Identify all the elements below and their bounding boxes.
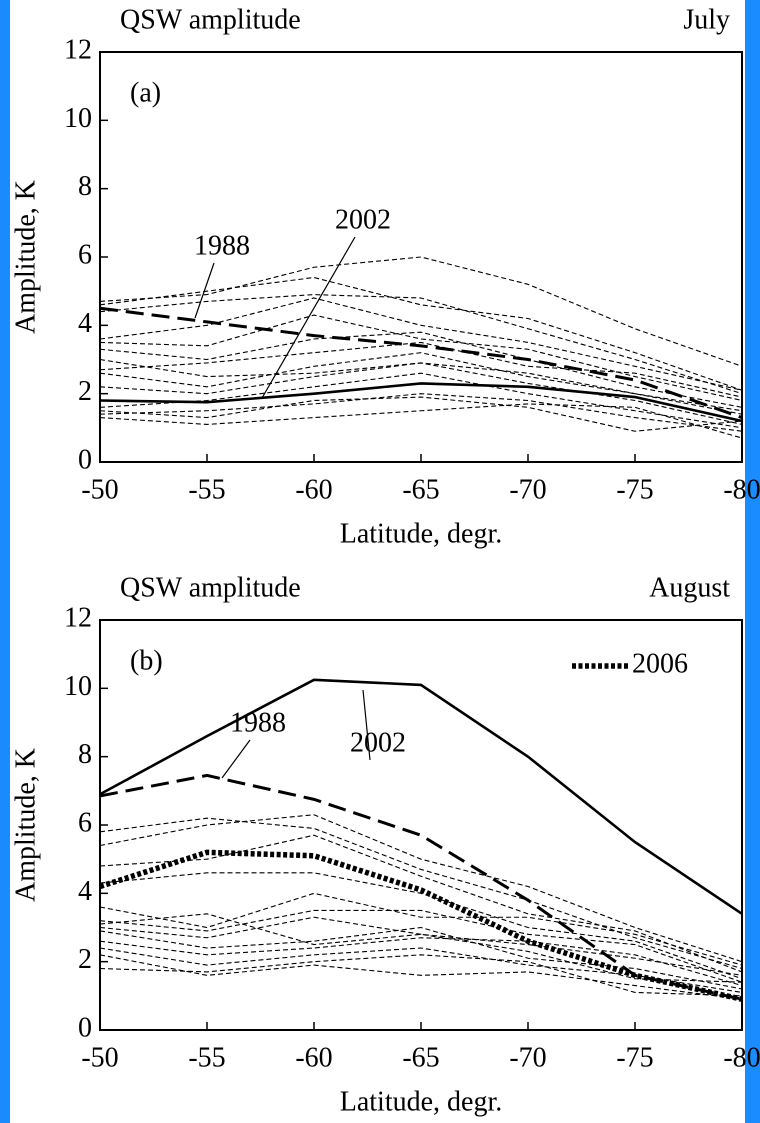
series-line (99, 306, 743, 419)
series-annotation: 2002 (350, 727, 406, 758)
series-line (99, 954, 743, 997)
series-line (99, 913, 743, 983)
x-tick-label: -55 (188, 1042, 225, 1073)
x-tick-label: -70 (509, 474, 546, 505)
y-tick-label: 4 (78, 876, 92, 907)
series-line (99, 331, 743, 408)
series-line (99, 396, 743, 432)
plot-frame (99, 619, 743, 1031)
y-tick-label: 8 (78, 739, 92, 770)
annotation-leader (194, 262, 215, 319)
panel-label: (b) (130, 645, 163, 676)
plot-frame (99, 51, 743, 463)
chart-subtitle: August (649, 572, 730, 603)
series-line (99, 297, 743, 391)
series-line (99, 892, 743, 966)
x-tick-label: -80 (723, 1042, 760, 1073)
series-line (99, 393, 743, 432)
series-line (99, 382, 743, 423)
series-line (99, 817, 743, 970)
x-tick-label: -55 (188, 474, 225, 505)
y-tick-label: 2 (78, 944, 92, 975)
y-tick-label: 0 (78, 1012, 92, 1043)
panel-label: (a) (130, 77, 161, 108)
y-tick-label: 2 (78, 376, 92, 407)
chart-title: QSW amplitude (120, 572, 301, 603)
legend-label: 2006 (632, 648, 688, 679)
x-tick-label: -70 (509, 1042, 546, 1073)
x-tick-label: -65 (402, 1042, 439, 1073)
x-tick-label: -80 (723, 474, 760, 505)
chart-title: QSW amplitude (120, 4, 301, 35)
x-tick-label: -65 (402, 474, 439, 505)
series-line (99, 814, 743, 963)
y-tick-label: 0 (78, 444, 92, 475)
y-tick-label: 4 (78, 308, 92, 339)
series-line (99, 916, 743, 976)
series-line (99, 256, 743, 367)
series-line (99, 909, 743, 983)
y-tick-label: 6 (78, 239, 92, 270)
series-annotation: 2002 (335, 204, 391, 235)
x-tick-label: -75 (616, 474, 653, 505)
y-tick-label: 12 (64, 602, 92, 633)
x-tick-label: -50 (81, 474, 118, 505)
x-tick-label: -60 (295, 474, 332, 505)
y-tick-label: 10 (64, 671, 92, 702)
series-line (99, 678, 743, 915)
series-line (99, 954, 743, 1000)
y-axis-label: Amplitude, K (10, 748, 41, 902)
x-tick-label: -50 (81, 1042, 118, 1073)
x-axis-label: Latitude, degr. (340, 518, 503, 549)
series-line (99, 372, 743, 429)
series-line (99, 834, 743, 973)
series-annotation: 1988 (194, 230, 250, 261)
series-line (99, 314, 743, 402)
series-line (99, 937, 743, 987)
x-tick-label: -75 (616, 1042, 653, 1073)
x-axis-label: Latitude, degr. (340, 1086, 503, 1117)
y-axis-label: Amplitude, K (10, 180, 41, 334)
y-tick-label: 6 (78, 807, 92, 838)
series-line (99, 341, 743, 398)
series-line (99, 403, 743, 439)
series-line (99, 926, 743, 990)
series-line (99, 947, 743, 993)
chart-subtitle: July (683, 4, 730, 35)
series-annotation: 1988 (230, 707, 286, 738)
series-line (99, 352, 743, 415)
series-line (99, 294, 743, 395)
y-tick-label: 8 (78, 171, 92, 202)
series-line (99, 872, 743, 980)
annotation-leader (221, 739, 251, 779)
annotation-leader (261, 236, 356, 399)
x-tick-label: -60 (295, 1042, 332, 1073)
y-tick-label: 12 (64, 34, 92, 65)
y-tick-label: 10 (64, 103, 92, 134)
series-line (99, 276, 743, 391)
series-line (99, 358, 743, 412)
annotation-leader (362, 689, 371, 761)
